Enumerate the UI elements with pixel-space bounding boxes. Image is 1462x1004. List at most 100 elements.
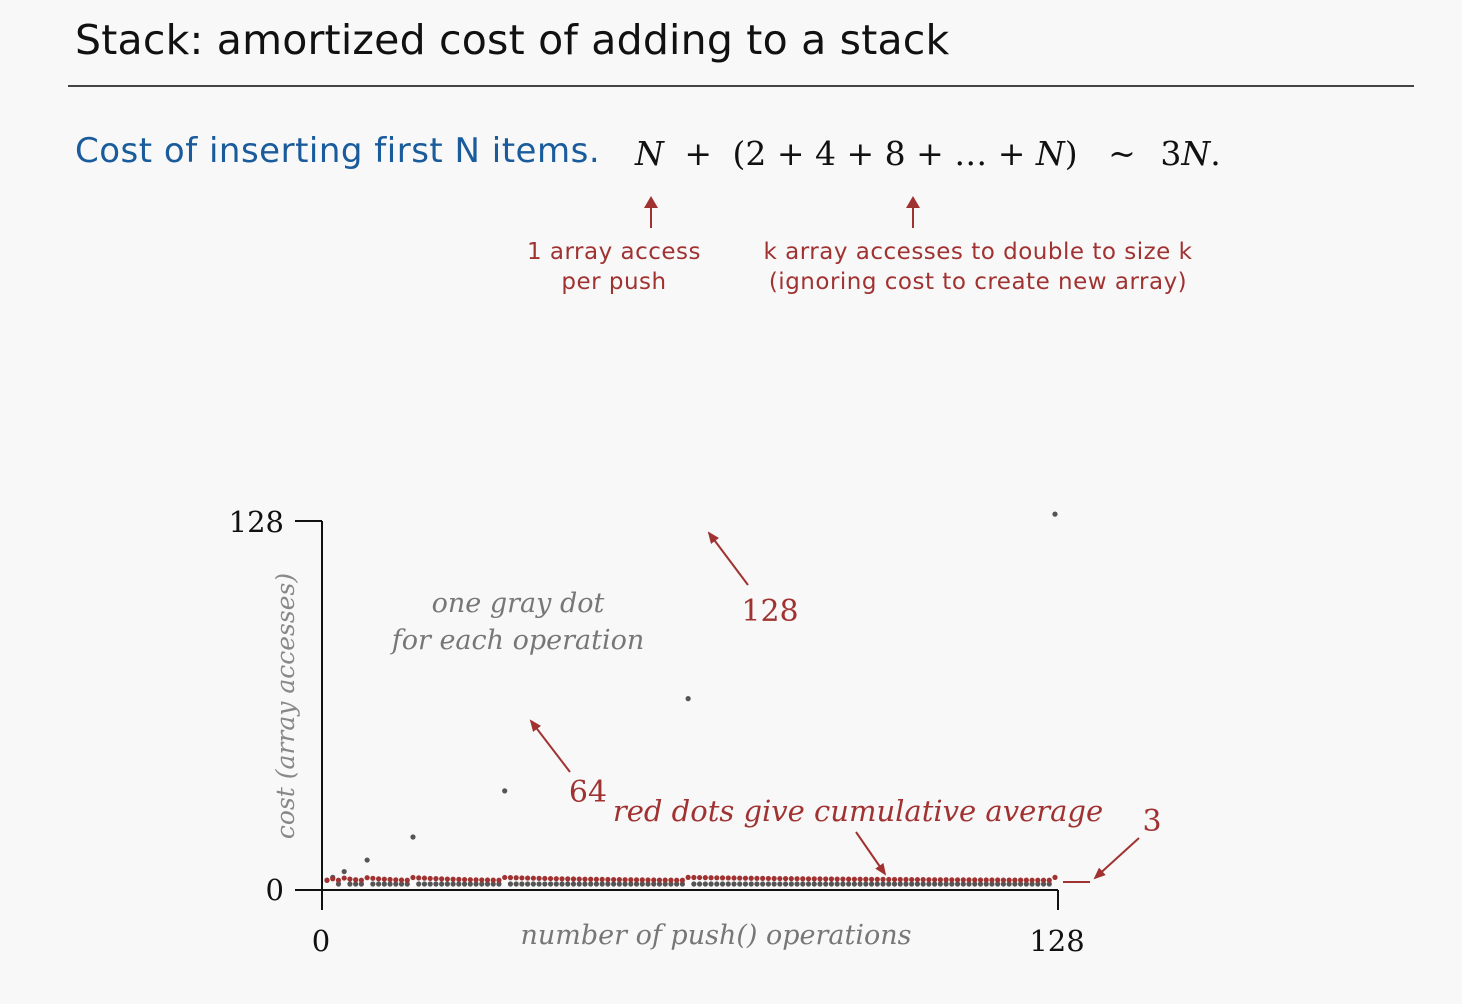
gray-cost-dot xyxy=(467,881,473,887)
gray-cost-dot xyxy=(1040,881,1047,887)
red-average-dot xyxy=(1023,877,1029,883)
gray-cost-dot xyxy=(1006,881,1012,887)
red-average-dot xyxy=(479,877,485,883)
gray-cost-dot xyxy=(886,881,892,887)
red-average-dot xyxy=(868,876,875,882)
red-average-dot xyxy=(565,876,571,882)
red-average-dot xyxy=(920,877,926,883)
gray-cost-dot xyxy=(519,881,525,887)
red-average-dot xyxy=(1006,877,1012,883)
y-tick-label-128: 128 xyxy=(229,505,284,539)
x-axis-label: number of push() operations xyxy=(520,920,911,951)
gray-cost-dot xyxy=(708,881,714,887)
label-64: 64 xyxy=(569,775,607,810)
gray-cost-dot xyxy=(628,881,634,887)
red-average-dot xyxy=(484,877,491,883)
gray-cost-dot xyxy=(765,881,771,887)
formula-result-n: N xyxy=(1181,134,1211,173)
red-average-dot xyxy=(1035,877,1041,883)
gray-cost-dot xyxy=(903,881,909,887)
gray-cost-dot xyxy=(370,881,376,887)
gray-cost-dot xyxy=(404,881,410,887)
gray-cost-dot xyxy=(788,881,794,887)
red-average-dot xyxy=(364,875,370,881)
red-average-dot xyxy=(863,876,869,882)
gray-cost-dot xyxy=(668,881,674,887)
x-tick-label-128: 128 xyxy=(1029,924,1084,958)
y-axis-label: cost (array accesses) xyxy=(271,573,300,839)
red-average-dot xyxy=(519,875,525,881)
gray-cost-dot xyxy=(1012,881,1018,887)
gray-cost-dot xyxy=(874,881,880,887)
gray-cost-dot xyxy=(897,881,903,887)
right-annotation-line1: k array accesses to double to size k xyxy=(763,239,1193,265)
red-average-dot xyxy=(1046,877,1052,883)
gray-cost-dot xyxy=(949,881,955,887)
red-average-dot xyxy=(846,876,852,882)
red-average-dot xyxy=(335,877,342,883)
gray-cost-dot xyxy=(375,881,382,887)
right-annotation-line2: (ignoring cost to create new array) xyxy=(768,269,1188,295)
gray-cost-dot xyxy=(473,881,479,887)
gray-cost-dot xyxy=(748,881,754,887)
gray-cost-dot xyxy=(920,881,926,887)
gray-cost-dot xyxy=(582,881,588,887)
cost-formula: N + (2 + 4 + 8 + … + N) ~ 3N. xyxy=(635,134,1221,173)
gray-cost-dot xyxy=(341,868,347,875)
gray-cost-dot xyxy=(456,881,462,887)
gray-cost-dot xyxy=(954,881,961,887)
red-average-dot xyxy=(708,875,714,881)
gray-cost-dot xyxy=(857,881,863,887)
gray-cost-dot xyxy=(828,881,835,887)
red-average-dot xyxy=(628,877,634,883)
red-average-dot xyxy=(633,877,640,883)
red-average-dot xyxy=(656,877,663,883)
gray-cost-dot xyxy=(1029,881,1035,887)
red-average-dot xyxy=(932,877,938,883)
red-average-dot xyxy=(891,876,898,883)
gray-cost-dot xyxy=(714,881,720,887)
red-average-dot xyxy=(542,875,548,882)
red-average-dot xyxy=(760,875,766,881)
gray-cost-dot xyxy=(926,881,932,887)
red-average-dot xyxy=(536,875,542,881)
gray-cost-dot xyxy=(559,881,565,887)
formula-three: 3 xyxy=(1160,134,1182,173)
red-average-dot xyxy=(416,875,422,881)
gray-cost-dot xyxy=(662,881,668,887)
gray-cost-dot xyxy=(450,881,456,887)
red-average-dot xyxy=(943,877,949,883)
left-up-arrow-icon xyxy=(644,196,658,228)
gray-cost-dot xyxy=(1035,881,1041,887)
gray-cost-dot xyxy=(364,857,370,863)
red-average-dot xyxy=(559,876,565,882)
red-average-dot xyxy=(823,876,829,882)
red-average-dot xyxy=(553,876,559,882)
gray-cost-dot xyxy=(565,881,571,887)
gray-cost-dot xyxy=(490,881,496,887)
gray-cost-dot xyxy=(593,881,600,887)
gray-cost-dot xyxy=(851,881,857,887)
gray-cost-dot xyxy=(645,881,651,887)
red-average-dot xyxy=(777,875,783,882)
gray-cost-dot xyxy=(387,881,393,887)
label-3: 3 xyxy=(1142,804,1161,839)
red-average-dot xyxy=(817,876,823,882)
red-average-dot xyxy=(800,876,806,882)
red-average-dot xyxy=(444,876,450,882)
red-average-dot xyxy=(611,876,617,883)
red-average-dot xyxy=(788,876,794,882)
red-average-dot xyxy=(886,876,892,883)
red-average-dot xyxy=(691,874,697,881)
gray-cost-dot xyxy=(691,881,697,887)
red-average-dot xyxy=(324,877,330,883)
gray-cost-dot xyxy=(805,881,812,887)
red-average-dot xyxy=(370,875,376,881)
red-average-dot xyxy=(719,875,726,881)
formula-tilde: ~ xyxy=(1108,134,1136,173)
gray-cost-dot xyxy=(536,881,542,887)
gray-cost-dot xyxy=(553,881,559,887)
red-average-dot xyxy=(1012,877,1018,883)
gray-cost-dot xyxy=(433,881,439,887)
